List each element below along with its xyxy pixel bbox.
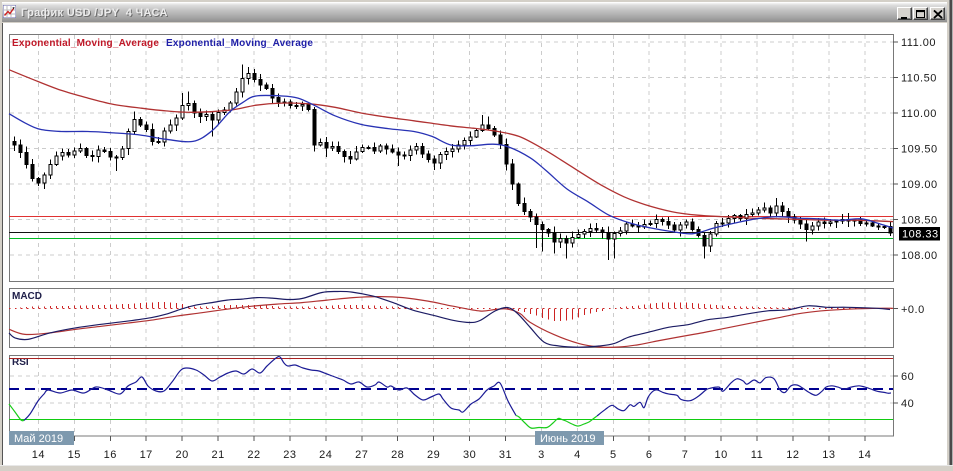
svg-text:110.00: 110.00 — [901, 108, 937, 120]
svg-text:11: 11 — [751, 449, 763, 461]
svg-text:10: 10 — [714, 449, 727, 461]
svg-text:108.50: 108.50 — [901, 215, 938, 227]
svg-text:Июнь 2019: Июнь 2019 — [540, 433, 596, 445]
svg-text:Exponential_Moving_Average: Exponential_Moving_Average — [12, 38, 159, 49]
svg-text:7: 7 — [682, 449, 689, 461]
svg-text:17: 17 — [140, 449, 153, 461]
svg-text:22: 22 — [247, 449, 260, 461]
svg-text:109.00: 109.00 — [901, 179, 938, 191]
svg-text:14: 14 — [858, 449, 871, 461]
svg-text:16: 16 — [104, 449, 117, 461]
svg-text:13: 13 — [822, 449, 835, 461]
svg-text:MACD: MACD — [12, 291, 42, 302]
svg-text:6: 6 — [646, 449, 653, 461]
svg-text:4: 4 — [574, 449, 581, 461]
svg-text:5: 5 — [610, 449, 617, 461]
svg-text:RSI: RSI — [12, 357, 29, 368]
svg-text:31: 31 — [499, 449, 512, 461]
svg-text:20: 20 — [175, 449, 188, 461]
svg-text:12: 12 — [786, 449, 799, 461]
svg-text:23: 23 — [283, 449, 296, 461]
svg-text:109.50: 109.50 — [901, 144, 938, 156]
svg-text:40: 40 — [901, 398, 914, 410]
svg-text:27: 27 — [355, 449, 368, 461]
svg-text:14: 14 — [32, 449, 45, 461]
svg-text:24: 24 — [319, 449, 332, 461]
svg-text:Май 2019: Май 2019 — [14, 433, 63, 445]
svg-text:+0.0: +0.0 — [901, 304, 925, 316]
svg-text:108.33: 108.33 — [902, 229, 939, 241]
svg-text:28: 28 — [391, 449, 404, 461]
svg-text:Exponential_Moving_Average: Exponential_Moving_Average — [166, 38, 313, 49]
svg-text:3: 3 — [538, 449, 545, 461]
svg-text:108.00: 108.00 — [901, 250, 938, 262]
svg-text:30: 30 — [463, 449, 476, 461]
svg-text:29: 29 — [427, 449, 440, 461]
svg-text:15: 15 — [68, 449, 81, 461]
svg-text:60: 60 — [901, 371, 914, 383]
svg-text:110.50: 110.50 — [901, 73, 937, 85]
svg-text:111.00: 111.00 — [901, 37, 936, 49]
svg-text:21: 21 — [211, 449, 224, 461]
